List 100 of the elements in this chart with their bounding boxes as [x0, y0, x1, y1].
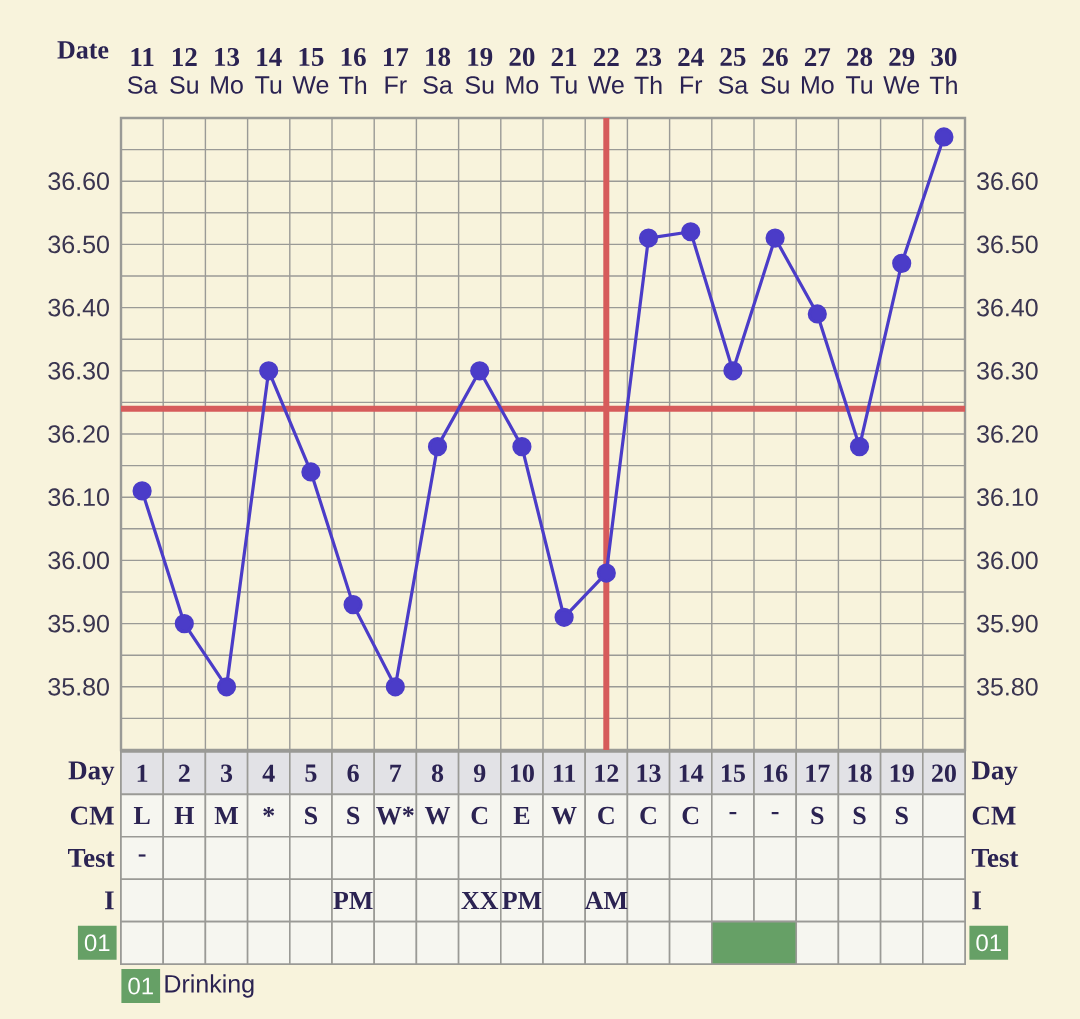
point: [301, 462, 321, 482]
x-tick-label: 1: [137, 764, 148, 782]
x-tick-label: 9: [473, 764, 486, 782]
x2-tick-label: 16: [341, 47, 366, 67]
x-tick-label: Tu: [255, 76, 282, 94]
point: [723, 361, 743, 381]
x-axis-title: Day: [68, 761, 115, 785]
text: S: [811, 806, 824, 825]
point: [470, 361, 490, 381]
x2-tick-label: 29: [889, 47, 915, 67]
x-tick-label: We: [883, 76, 920, 94]
y-tick-label: 35.90: [48, 614, 109, 633]
x-tick-label: 10: [510, 764, 534, 782]
point: [934, 127, 954, 147]
text: XX: [461, 891, 499, 909]
y-tick-label: 36.20: [48, 425, 109, 443]
x-tick-label: Mo: [801, 76, 834, 94]
x-tick-label: Su: [170, 76, 198, 94]
y-tick-label: CM: [972, 806, 1016, 825]
x2-tick-label: 26: [762, 47, 788, 67]
x-tick-label: Sa: [423, 76, 453, 94]
x2-tick-label: 17: [383, 48, 409, 66]
text: S: [305, 806, 318, 825]
text: S: [347, 806, 360, 825]
x-tick-label: Mo: [506, 76, 539, 94]
x-tick-label: Sa: [718, 76, 749, 94]
text: C: [598, 806, 614, 825]
legend-label: Drinking: [165, 974, 254, 998]
text: W*: [376, 806, 414, 825]
text: W: [551, 806, 577, 825]
text: AM: [584, 891, 628, 909]
text: C: [640, 806, 656, 825]
point: [216, 677, 237, 697]
text: S: [853, 806, 866, 825]
x-tick-label: Tu: [550, 76, 577, 94]
point: [259, 361, 279, 381]
x-tick-label: Fr: [385, 76, 407, 94]
point: [892, 253, 912, 273]
text: PM: [333, 891, 373, 909]
x-tick-label: 2: [178, 764, 190, 782]
y-tick-label: 36.40: [48, 298, 109, 317]
x2-tick-label: 13: [215, 47, 240, 67]
x-tick-label: 14: [679, 764, 704, 782]
category-label: 01: [128, 977, 153, 995]
x-tick-label: 12: [595, 764, 619, 782]
x-tick-label: We: [587, 76, 624, 94]
point: [554, 607, 574, 627]
x2-tick-label: 24: [678, 48, 704, 66]
x-tick-label: We: [292, 76, 329, 94]
text: C: [471, 806, 488, 825]
x2-tick-label: 30: [931, 47, 957, 67]
x-tick-label: 16: [764, 764, 788, 782]
text: E: [513, 807, 530, 825]
point: [765, 228, 785, 248]
x-tick-label: 13: [637, 764, 661, 782]
x2-tick-label: 11: [131, 48, 154, 66]
x2-tick-label: 21: [551, 48, 577, 66]
x-tick-label: Th: [634, 75, 662, 95]
text: -: [771, 812, 779, 815]
x2-tick-label: 20: [509, 47, 535, 67]
x-tick-label: 7: [390, 764, 402, 782]
x-tick-label: 3: [220, 764, 233, 782]
x-tick-label: Th: [929, 75, 957, 95]
y-tick-label: 36.60: [48, 172, 109, 191]
x2-tick-label: 28: [847, 47, 873, 67]
x2-axis-title: Date: [57, 41, 109, 59]
x2-tick-label: 23: [636, 47, 662, 67]
x-tick-label: Sa: [127, 76, 158, 94]
x2-tick-label: 19: [468, 47, 493, 67]
y-tick-label: 36.00: [48, 551, 109, 570]
point: [807, 304, 827, 324]
text: *: [263, 807, 275, 817]
x2-tick-label: 15: [299, 47, 324, 67]
text: W: [424, 806, 451, 825]
text: C: [682, 806, 699, 825]
x2-tick-label: 14: [257, 48, 282, 66]
text: PM: [502, 891, 542, 909]
y-tick-label: 36.10: [48, 488, 109, 507]
x-tick-label: Tu: [845, 76, 872, 94]
point: [512, 437, 532, 457]
point: [638, 228, 659, 248]
x2-tick-label: 22: [593, 48, 619, 66]
y-tick-label: I: [972, 891, 982, 910]
point: [385, 677, 405, 697]
point: [681, 222, 701, 242]
point: [343, 595, 363, 615]
text: L: [133, 807, 150, 825]
x-tick-label: 11: [553, 764, 576, 782]
x-tick-label: 19: [890, 764, 914, 782]
text: S: [895, 806, 908, 825]
x-tick-label: Fr: [680, 76, 703, 94]
x-tick-label: 15: [721, 764, 745, 782]
text: H: [174, 807, 194, 825]
x2-tick-label: 25: [720, 47, 746, 67]
text: Day: [971, 761, 1018, 785]
x-tick-label: Su: [465, 76, 494, 94]
text: -: [729, 812, 737, 815]
y-tick-label: 35.80: [48, 677, 109, 696]
x-tick-label: Su: [760, 76, 789, 94]
x-tick-label: 18: [848, 764, 872, 782]
